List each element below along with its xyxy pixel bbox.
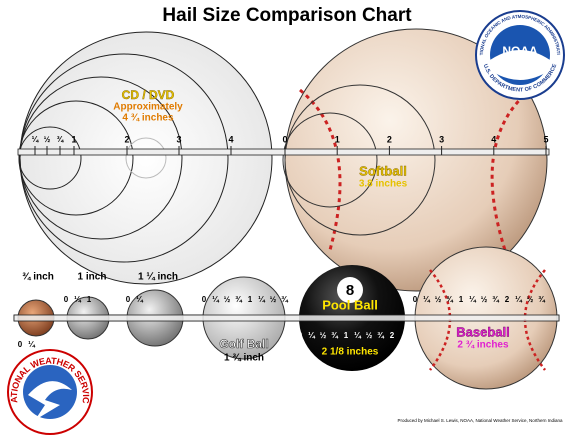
- ruler-label: 0: [202, 295, 207, 304]
- top-ruler: [17, 148, 550, 156]
- cd-name: CD / DVD: [122, 88, 175, 102]
- ruler-label: ¾: [538, 295, 546, 304]
- baseball-size: 2 ¾ inches: [457, 340, 509, 351]
- ruler-label: ¾: [331, 331, 339, 340]
- ruler-label: 0: [126, 295, 131, 304]
- ruler-label: 0: [18, 340, 23, 349]
- ruler-label: ¾: [377, 331, 385, 340]
- title: Hail Size Comparison Chart: [162, 5, 412, 26]
- ruler-label: 1: [459, 295, 464, 304]
- ruler-label: ½: [270, 295, 277, 304]
- pool-size: 2 1/8 inches: [322, 347, 379, 358]
- ruler-label: ¼: [136, 295, 144, 304]
- ruler-label: ¾: [235, 295, 243, 304]
- pool-ball-number: 8: [346, 282, 354, 299]
- ruler-label: 2: [390, 331, 395, 340]
- ruler-label: 2: [387, 134, 392, 144]
- ruler-label: 2: [505, 295, 510, 304]
- coin-size: ¾ inch: [22, 272, 54, 283]
- ruler-label: 1: [344, 331, 349, 340]
- ruler-label: 0: [298, 331, 303, 340]
- golf-size: 1 ¾ inch: [224, 353, 264, 364]
- golf-name: Golf Ball: [219, 337, 268, 351]
- cd: [18, 31, 273, 285]
- credit: Produced by Michael S. Lewis, NOAA, Nati…: [398, 418, 563, 423]
- ruler-label: ¼: [354, 331, 362, 340]
- ruler-label: ¾: [57, 135, 65, 144]
- ruler-label: ¼: [74, 295, 82, 304]
- ruler-label: ¾: [492, 295, 500, 304]
- ruler-label: 3: [176, 134, 181, 144]
- ruler-label: 2: [124, 134, 129, 144]
- ruler-label: 5: [543, 134, 548, 144]
- ruler-label: ¼: [469, 295, 477, 304]
- ruler-label: ½: [366, 331, 373, 340]
- ruler-label: 3: [439, 134, 444, 144]
- baseball-name: Baseball: [456, 324, 509, 339]
- ruler-label: 1: [87, 295, 92, 304]
- ruler-label: ¼: [423, 295, 431, 304]
- coin-size: 1 ¼ inch: [138, 272, 178, 283]
- softball-size: 3.8 inches: [359, 179, 408, 190]
- ruler-label: 1: [335, 134, 340, 144]
- bottom-ruler-front: [13, 314, 560, 322]
- cd-note: Approximately: [113, 102, 183, 113]
- ruler-label: ¼: [212, 295, 220, 304]
- bottom-ruler-labels: 0 ¼0 ¼ 1 0 ¼ 0 ¼ ½ ¾ 1 ¼ ½ ¾0 ¼ ½ ¾ 1 ¼ ½ ¾ 20 ¼ ½ ¾ 1 ¼ ½ ¾ 2 ¼ ½ ¾: [18, 295, 546, 349]
- ruler-label: 1: [248, 295, 253, 304]
- ruler-label: ¼: [28, 340, 36, 349]
- coin-size: 1 inch: [78, 272, 107, 283]
- ruler-label: ½: [527, 295, 534, 304]
- ruler-label: ¼: [32, 135, 40, 144]
- ruler-label: ¼: [308, 331, 316, 340]
- noaa-name: NOAA: [502, 44, 538, 58]
- ruler-label: 0: [413, 295, 418, 304]
- ruler-label: 4: [228, 134, 233, 144]
- pool-name: Pool Ball: [322, 297, 378, 312]
- cd-size: 4 ¾ inches: [122, 113, 174, 124]
- softball-name: Softball: [359, 163, 407, 178]
- ruler-label: 0: [64, 295, 69, 304]
- ruler-label: ½: [435, 295, 442, 304]
- pool-ball-spot: [337, 277, 363, 303]
- ruler-label: ½: [481, 295, 488, 304]
- ruler-label: ¾: [281, 295, 289, 304]
- ruler-label: ½: [44, 135, 51, 144]
- ruler-label: 4: [491, 134, 496, 144]
- ruler-label: ¼: [515, 295, 523, 304]
- ruler-label: ¼: [258, 295, 266, 304]
- ruler-label: 0: [282, 134, 287, 144]
- ruler-label: ½: [224, 295, 231, 304]
- ruler-label: ¾: [446, 295, 454, 304]
- ruler-label: 1: [71, 134, 76, 144]
- softball: [282, 28, 548, 292]
- ruler-label: ½: [320, 331, 327, 340]
